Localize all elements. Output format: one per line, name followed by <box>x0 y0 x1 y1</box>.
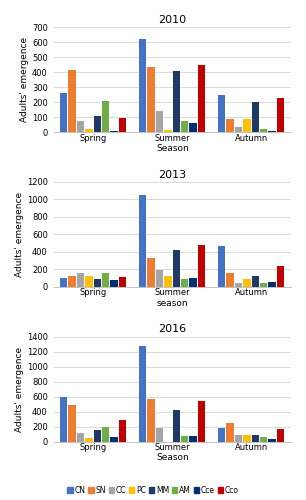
Bar <box>139 346 147 442</box>
Bar <box>102 100 109 132</box>
Bar <box>110 131 118 132</box>
Bar <box>60 93 67 132</box>
Bar <box>69 276 76 287</box>
Bar <box>235 283 242 287</box>
Legend: CN, SN, CC, PC, MM, AM, Cce, Cco: CN, SN, CC, PC, MM, AM, Cce, Cco <box>66 484 240 496</box>
Title: 2013: 2013 <box>159 170 187 179</box>
Bar <box>252 435 259 442</box>
Bar <box>77 274 84 287</box>
Title: 2016: 2016 <box>159 324 187 334</box>
Bar <box>189 436 196 442</box>
Bar <box>60 398 67 442</box>
Bar <box>147 258 155 287</box>
Bar <box>226 119 234 132</box>
X-axis label: Season: Season <box>156 144 189 153</box>
X-axis label: season: season <box>157 299 188 308</box>
Bar <box>189 124 196 132</box>
Bar <box>147 67 155 132</box>
Bar <box>277 430 284 442</box>
Bar <box>110 437 118 442</box>
Y-axis label: Adults' emergence: Adults' emergence <box>20 37 29 122</box>
Bar <box>243 119 251 132</box>
Bar <box>139 195 147 287</box>
Bar <box>260 284 267 287</box>
Bar <box>218 428 226 442</box>
Bar <box>260 130 267 132</box>
Bar <box>156 428 163 442</box>
Bar <box>173 410 180 442</box>
Bar <box>94 116 101 132</box>
Bar <box>77 434 84 442</box>
Bar <box>85 438 92 442</box>
Bar <box>147 398 155 442</box>
Bar <box>85 130 92 132</box>
Title: 2010: 2010 <box>159 15 187 25</box>
Bar <box>243 434 251 442</box>
Bar <box>173 250 180 287</box>
Bar <box>173 70 180 132</box>
Bar <box>94 279 101 287</box>
Bar <box>226 424 234 442</box>
Bar <box>198 245 205 287</box>
Bar <box>119 277 126 287</box>
Bar <box>60 278 67 287</box>
Bar <box>198 64 205 132</box>
Bar <box>156 270 163 287</box>
Bar <box>235 434 242 442</box>
Y-axis label: Adults' emergence: Adults' emergence <box>15 192 24 277</box>
Bar <box>85 276 92 287</box>
Bar <box>102 427 109 442</box>
Bar <box>164 276 171 287</box>
Bar <box>268 131 276 132</box>
Bar <box>198 401 205 442</box>
Bar <box>181 279 188 287</box>
Bar <box>69 405 76 442</box>
Bar <box>260 437 267 442</box>
Bar <box>218 96 226 132</box>
Bar <box>156 110 163 132</box>
Bar <box>69 70 76 132</box>
Bar <box>189 278 196 287</box>
Bar <box>77 121 84 132</box>
Bar <box>181 436 188 442</box>
Bar <box>252 102 259 132</box>
Bar <box>235 127 242 132</box>
Y-axis label: Adults' emergence: Adults' emergence <box>15 346 24 432</box>
Bar <box>218 246 226 287</box>
X-axis label: Season: Season <box>156 454 189 462</box>
Bar <box>268 439 276 442</box>
Bar <box>119 420 126 442</box>
Bar <box>268 282 276 287</box>
Bar <box>181 121 188 132</box>
Bar <box>226 274 234 287</box>
Bar <box>277 266 284 287</box>
Bar <box>110 280 118 287</box>
Bar <box>102 274 109 287</box>
Bar <box>119 118 126 132</box>
Bar <box>164 130 171 132</box>
Bar <box>243 279 251 287</box>
Bar <box>277 98 284 132</box>
Bar <box>139 39 147 132</box>
Bar <box>252 276 259 287</box>
Bar <box>94 430 101 442</box>
